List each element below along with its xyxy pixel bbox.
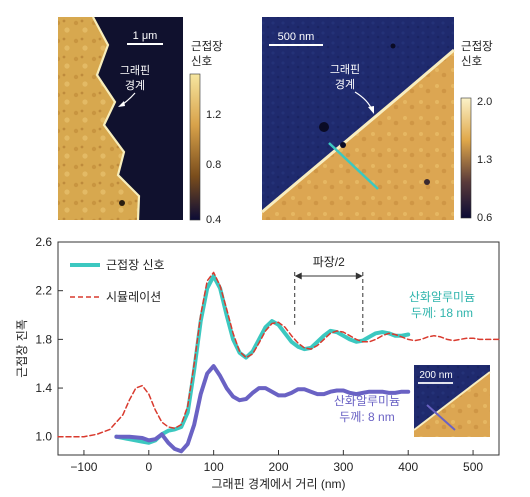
series-line-signal [114,274,411,445]
right-colorbar-title-2: 신호 [461,55,482,68]
series-layer [57,271,500,454]
left-defect-spot [119,200,125,206]
half-wavelength-arrowhead-left [294,272,302,280]
series-line-simulation [57,271,500,438]
right-colorbar-tick-mid: 1.3 [477,154,492,166]
x-tick-label: 100 [204,460,224,474]
y-axis-ticks: 1.0 1.4 1.8 2.2 2.6 [35,235,63,444]
y-axis-label: 근접장 진폭 [15,319,29,378]
right-dark-spot-2 [340,142,346,148]
left-scalebar-label: 1 μm [133,30,158,42]
right-scalebar-label: 500 nm [278,31,315,43]
x-tick-label: 0 [145,460,152,474]
x-tick-label: 300 [333,460,353,474]
right-image-panel: 500 nm 그래핀 경계 [261,17,455,220]
inset-scalebar-label: 200 nm [419,370,452,381]
series-line-thin-oxide [114,364,411,454]
y-tick-label: 1.8 [35,332,52,346]
y-tick-label: 1.0 [35,430,52,444]
half-wavelength-label: 파장/2 [313,255,345,269]
right-boundary-label-2: 경계 [335,78,355,91]
inset-image: 200 nm [413,365,491,437]
legend-label-signal: 근접장 신호 [106,258,165,272]
left-colorbar-tick-low: 0.4 [206,214,221,226]
thick-oxide-label-1: 산화알루미늄 [409,290,475,304]
left-boundary-label-2: 경계 [125,79,145,92]
y-tick-label: 2.6 [35,235,52,249]
left-boundary-arrowhead [118,101,125,107]
left-colorbar: 근접장 신호 1.2 0.8 0.4 [189,40,223,226]
right-colorbar-gradient [460,97,472,219]
left-colorbar-title-1: 근접장 [191,40,223,53]
left-colorbar-gradient [189,73,201,221]
x-axis-ticks: −100 0 100 200 300 400 500 [70,450,483,474]
x-tick-label: 200 [268,460,288,474]
x-tick-label: 400 [398,460,418,474]
right-colorbar: 근접장 신호 2.0 1.3 0.6 [460,40,493,224]
left-graphene-edge [92,16,141,221]
right-boundary-label-1: 그래핀 [330,63,360,76]
right-colorbar-tick-low: 0.6 [477,212,492,224]
legend: 근접장 신호 시뮬레이션 [70,258,165,304]
y-tick-label: 1.4 [35,381,52,395]
right-line-cut [328,142,379,190]
thin-oxide-label-2: 두께: 8 nm [339,410,394,424]
right-dark-spot-4 [424,179,430,185]
half-wavelength-arrowhead-right [355,272,363,280]
right-graphene-edge [261,48,455,214]
line-chart: 1.0 1.4 1.8 2.2 2.6 −100 0 100 200 300 400 500 그래핀… [15,235,500,491]
thin-oxide-label-1: 산화알루미늄 [334,394,400,408]
inset-graphene-edge [413,371,491,431]
left-boundary-label-1: 그래핀 [120,64,150,77]
left-colorbar-title-2: 신호 [191,55,212,68]
x-tick-label: 500 [463,460,483,474]
right-colorbar-tick-high: 2.0 [477,96,492,108]
right-colorbar-title-1: 근접장 [461,40,493,53]
half-wavelength-annotation: 파장/2 [294,255,364,335]
right-dark-spot-3 [390,43,396,49]
left-colorbar-tick-mid: 0.8 [206,159,221,171]
inset-line-cut [426,404,456,431]
right-dark-spot-1 [319,122,329,132]
y-tick-label: 2.2 [35,284,52,298]
x-tick-label: −100 [70,460,97,474]
x-axis-label: 그래핀 경계에서 거리 (nm) [211,477,345,491]
left-colorbar-tick-high: 1.2 [206,109,221,121]
inset-graphene-region [414,372,490,437]
right-boundary-arrowhead [368,106,374,114]
legend-label-simulation: 시뮬레이션 [106,290,161,304]
thick-oxide-label-2: 두께: 18 nm [411,306,473,320]
left-image-panel: 1 μm 그래핀 경계 [58,16,183,221]
